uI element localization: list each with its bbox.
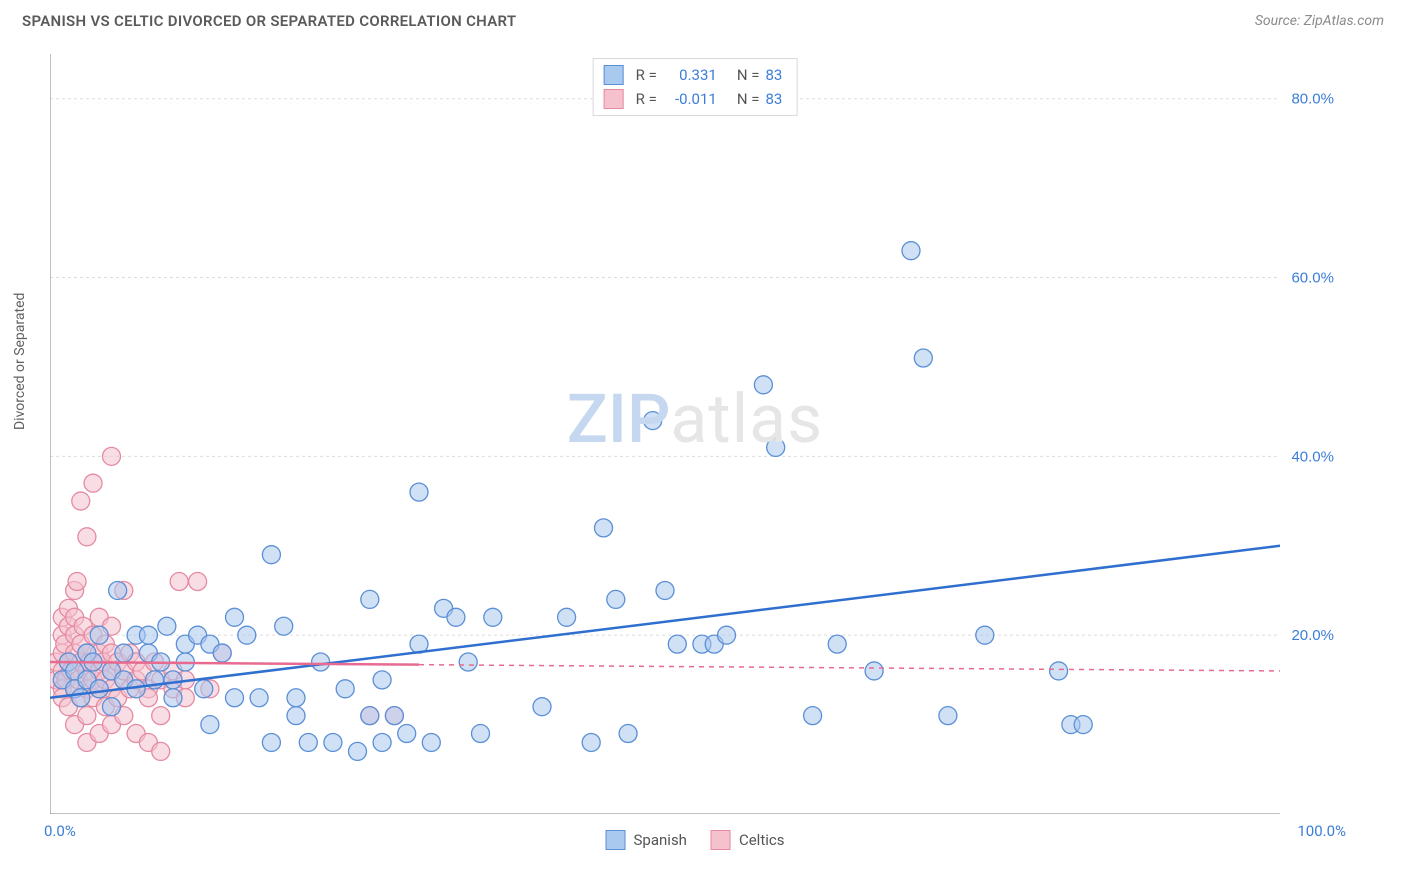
r-value: -0.011 <box>663 90 717 108</box>
legend-stat-row: R = 0.331 N = 83 <box>604 63 783 87</box>
legend-item: Spanish <box>606 830 687 850</box>
legend-swatch <box>606 830 626 850</box>
r-label: R = <box>636 66 657 84</box>
legend-stat-row: R = -0.011 N = 83 <box>604 87 783 111</box>
legend-series: Spanish Celtics <box>606 830 785 850</box>
svg-text:40.0%: 40.0% <box>1291 448 1334 465</box>
svg-text:20.0%: 20.0% <box>1291 627 1334 644</box>
legend-swatch <box>604 65 624 85</box>
legend-swatch <box>711 830 731 850</box>
svg-text:80.0%: 80.0% <box>1291 91 1334 108</box>
legend-item: Celtics <box>711 830 785 850</box>
n-value: 83 <box>765 66 782 84</box>
n-value: 83 <box>765 90 782 108</box>
legend-swatch <box>604 89 624 109</box>
r-value: 0.331 <box>663 66 717 84</box>
legend-label: Spanish <box>634 831 687 849</box>
chart-area: 20.0%40.0%60.0%80.0% ZIPatlas R =0.331N … <box>50 54 1340 814</box>
scatter-chart: 20.0% 40.0% 60.0% 80.0% <box>50 54 1340 814</box>
n-label: N = <box>737 66 760 84</box>
r-label: R = <box>636 90 657 108</box>
chart-title: SPANISH VS CELTIC DIVORCED OR SEPARATED … <box>22 12 516 30</box>
x-axis-max-label: 100.0% <box>1297 822 1346 840</box>
n-label: N = <box>737 90 760 108</box>
source-attribution: Source: ZipAtlas.com <box>1255 13 1384 29</box>
legend-stats: R = 0.331 N = 83 R = -0.011 N = 83 <box>593 58 798 116</box>
y-axis-label: Divorced or Separated <box>12 293 28 430</box>
svg-text:60.0%: 60.0% <box>1291 270 1334 287</box>
x-axis-min-label: 0.0% <box>44 822 76 840</box>
legend-label: Celtics <box>739 831 785 849</box>
